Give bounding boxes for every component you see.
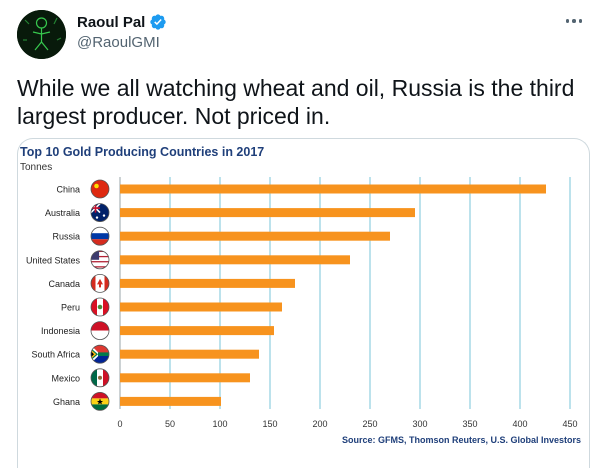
bar-indonesia [120,326,274,336]
russia-flag-icon [90,226,110,246]
author-name[interactable]: Raoul Pal [77,13,146,31]
category-label: Australia [45,208,80,218]
bar-peru [120,302,282,312]
china-flag-icon [90,179,110,199]
bar-south-africa [120,349,259,359]
x-tick-label: 0 [117,419,122,429]
canada-flag-icon [90,273,110,293]
x-tick-label: 100 [212,419,227,429]
avatar[interactable] [17,10,66,59]
gold-production-chart: Top 10 Gold Producing Countries in 2017 … [20,145,581,445]
bar-mexico [120,373,250,383]
south-africa-flag-icon [90,344,110,364]
x-tick-label: 300 [412,419,427,429]
avatar-image [17,10,66,59]
chart-subtitle: Tonnes [20,162,52,173]
peru-flag-icon [90,297,110,317]
category-label: Mexico [51,373,80,383]
bar-ghana [120,396,221,406]
x-tick-label: 400 [512,419,527,429]
chart-title: Top 10 Gold Producing Countries in 2017 [20,145,264,159]
author-block: Raoul Pal @RaoulGMI [77,12,167,51]
mexico-flag-icon [90,368,110,388]
category-label: Canada [48,279,80,289]
category-label: Indonesia [41,326,80,336]
x-tick-label: 250 [362,419,377,429]
category-label: Ghana [53,397,80,407]
bar-china [120,184,546,194]
indonesia-flag-icon [90,321,110,341]
category-label: United States [26,255,81,265]
more-horizontal-icon[interactable] [562,14,586,28]
x-tick-label: 150 [262,419,277,429]
category-label: Russia [52,232,80,242]
author-handle[interactable]: @RaoulGMI [77,34,160,51]
bar-russia [120,231,390,241]
australia-flag-icon [90,203,110,222]
ghana-flag-icon [90,391,110,411]
category-label: China [56,185,80,195]
united-states-flag-icon [90,250,110,270]
bar-canada [120,278,295,288]
x-tick-label: 50 [165,419,175,429]
x-tick-label: 350 [462,419,477,429]
category-label: South Africa [31,350,80,360]
category-label: Peru [61,303,80,313]
bar-australia [120,208,415,218]
verified-badge-icon [150,14,167,30]
chart-source: Source: GFMS, Thomson Reuters, U.S. Glob… [342,435,581,445]
tweet-media[interactable]: Top 10 Gold Producing Countries in 2017 … [17,138,590,468]
bar-united-states [120,255,350,265]
tweet-text: While we all watching wheat and oil, Rus… [17,75,575,129]
x-tick-label: 200 [312,419,327,429]
x-tick-label: 450 [562,419,577,429]
